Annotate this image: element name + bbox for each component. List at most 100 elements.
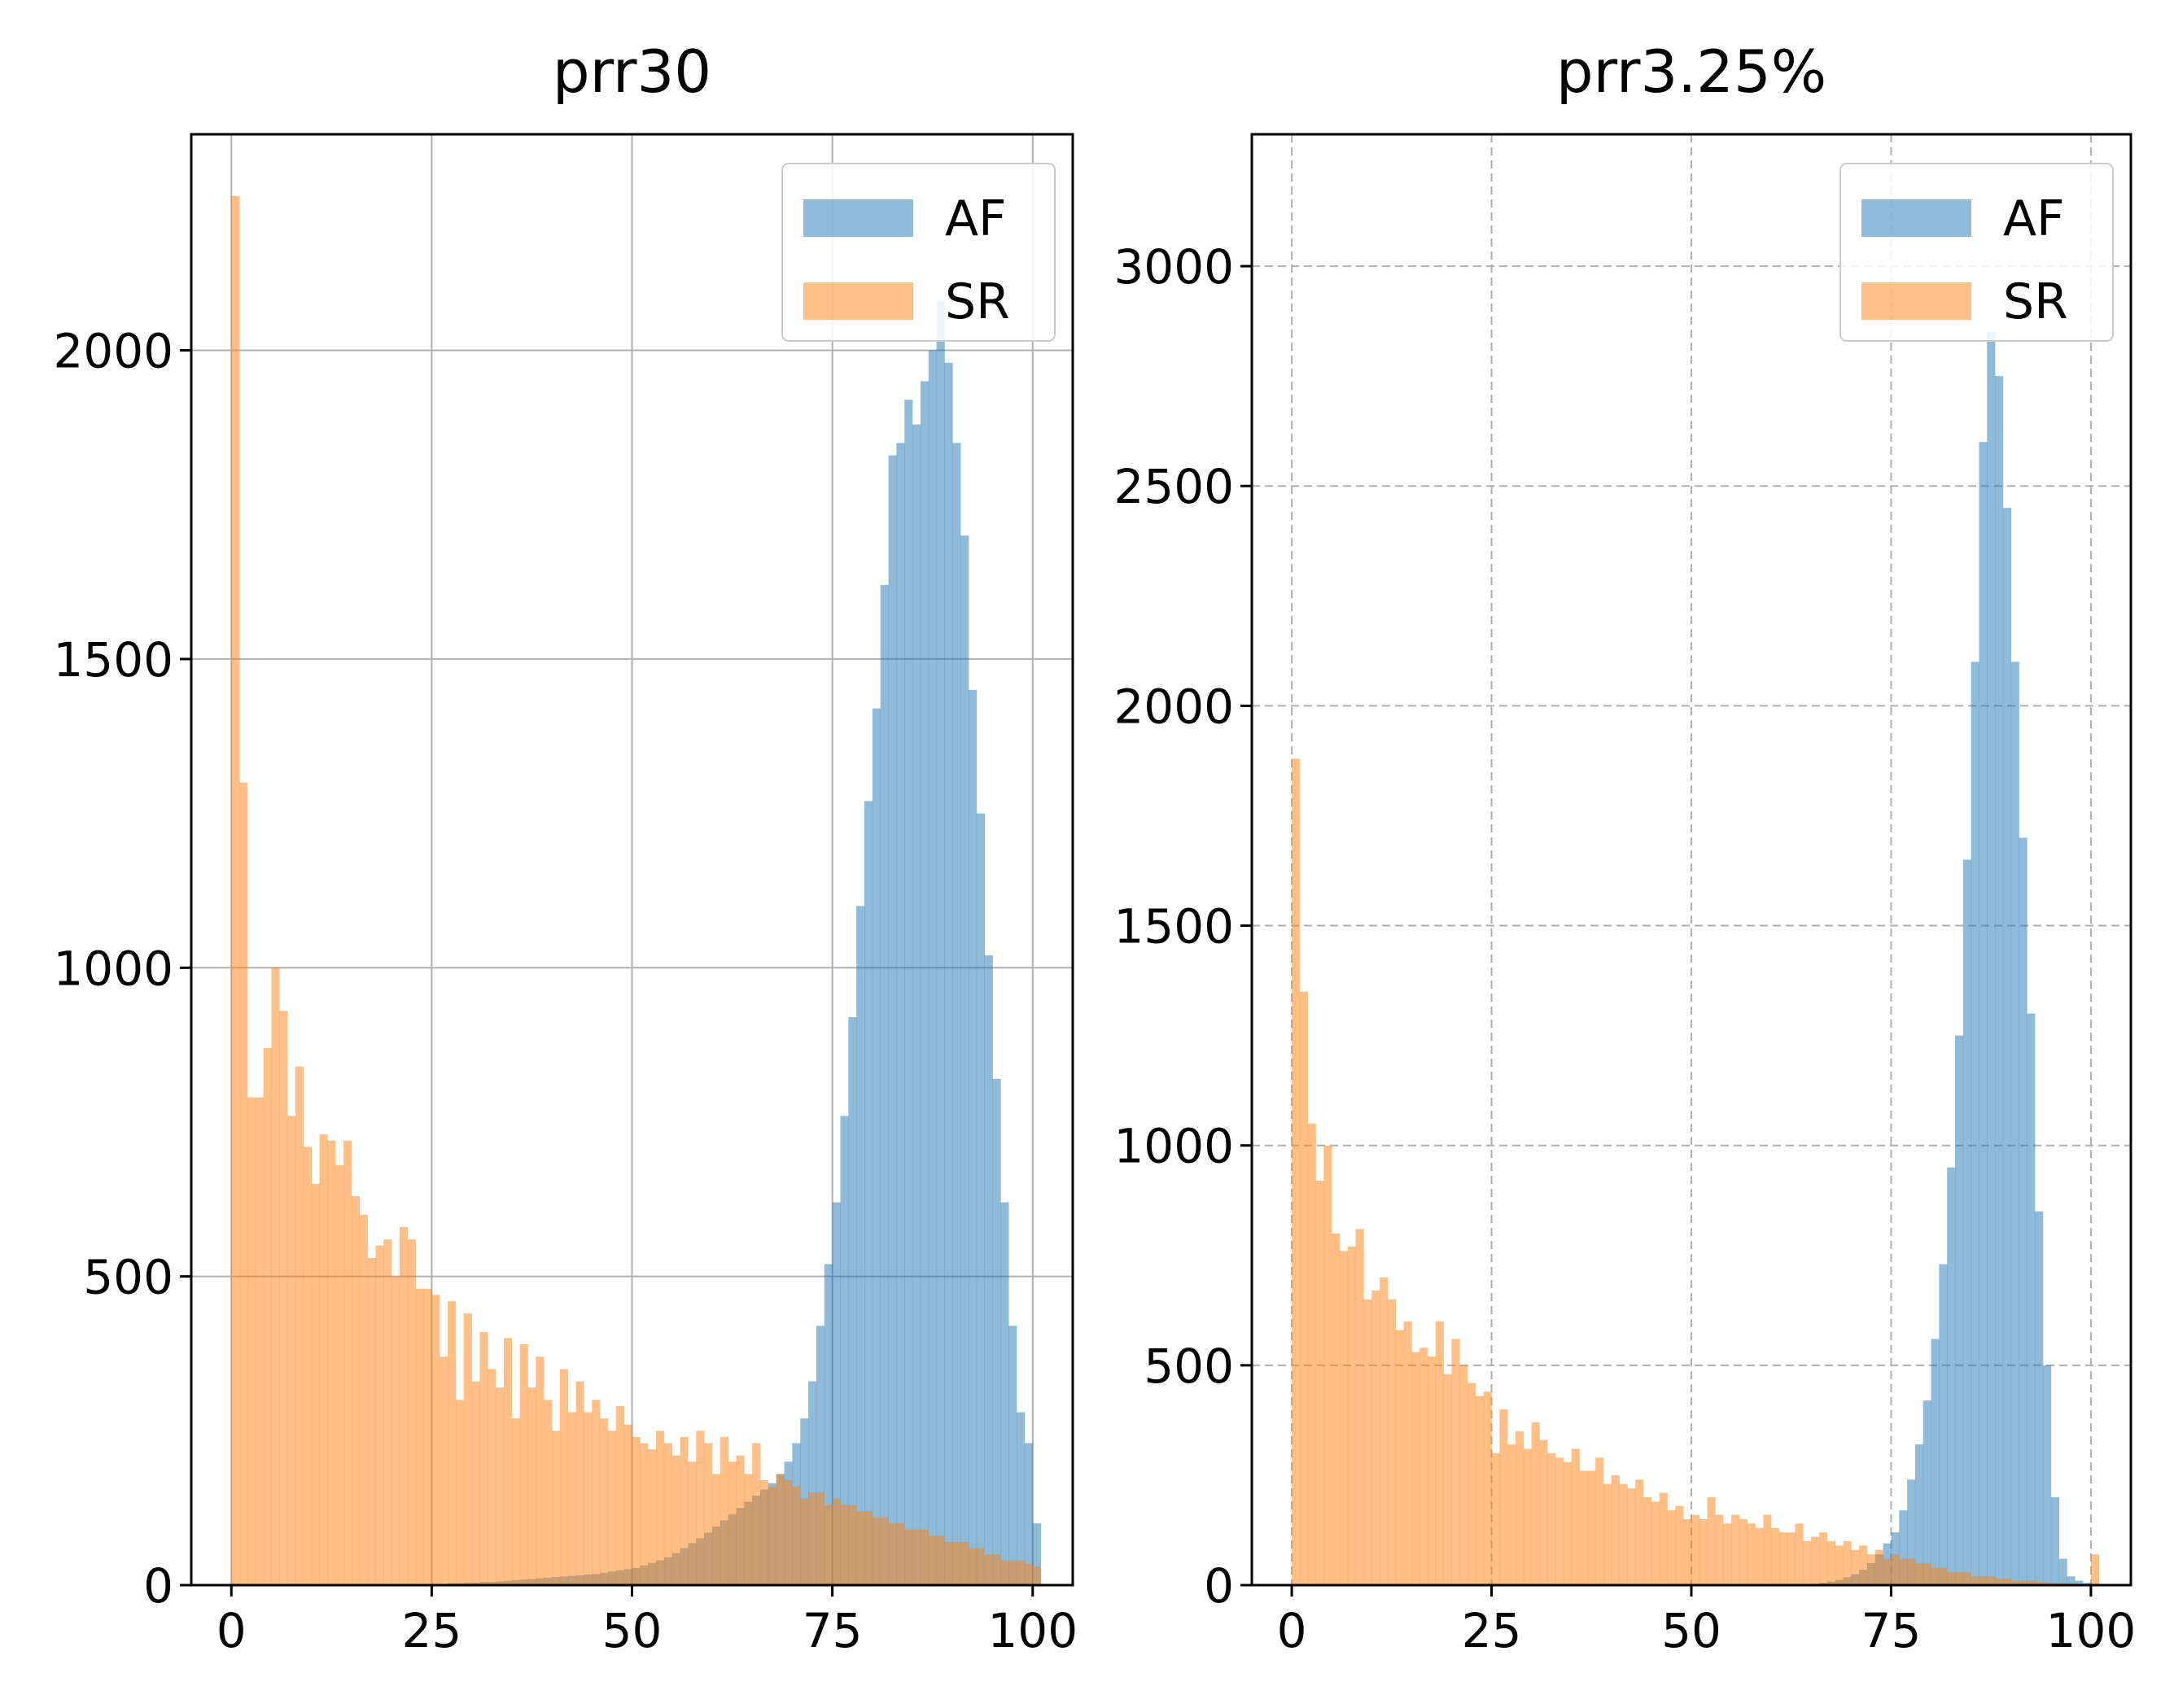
histogram-bar xyxy=(1008,1560,1017,1585)
histogram-bar xyxy=(1024,1443,1034,1585)
histogram-bar xyxy=(663,1443,673,1585)
histogram-bar xyxy=(864,1510,873,1585)
histogram-bar xyxy=(1907,1479,1916,1585)
y-tick-label: 0 xyxy=(143,1558,173,1614)
histogram-bar xyxy=(640,1443,649,1585)
x-tick-label: 50 xyxy=(602,1603,663,1658)
histogram-bar xyxy=(800,1498,809,1585)
legend-label: AF xyxy=(2003,190,2065,247)
y-tick-label: 1000 xyxy=(53,941,173,996)
histogram-bar xyxy=(1627,1488,1636,1585)
legend-label: SR xyxy=(2003,273,2068,330)
histogram-bar xyxy=(1859,1545,1868,1585)
histogram-bar xyxy=(896,1523,905,1585)
histogram-bar xyxy=(832,1498,841,1585)
histogram-bar xyxy=(1971,662,1979,1585)
histogram-bar xyxy=(1955,1571,1964,1585)
histogram-bar xyxy=(1539,1439,1548,1585)
histogram-bar xyxy=(2058,1558,2067,1585)
histogram-bar xyxy=(1891,1554,1900,1585)
histogram-bar xyxy=(1819,1532,1828,1585)
histogram-bar xyxy=(1323,1145,1332,1585)
histogram-bar xyxy=(1971,1576,1979,1585)
histogram-bar xyxy=(319,1134,328,1585)
histogram-bar xyxy=(2090,1554,2100,1585)
x-tick-label: 0 xyxy=(217,1603,247,1658)
legend-swatch xyxy=(803,199,913,237)
y-tick-label: 1000 xyxy=(1113,1119,1234,1174)
legend-swatch xyxy=(1861,282,1971,320)
histogram-bar xyxy=(231,195,240,1586)
x-tick-label: 100 xyxy=(2046,1603,2137,1658)
histogram-bar xyxy=(1292,758,1301,1585)
histogram-bar xyxy=(1363,1299,1372,1585)
histogram-bar xyxy=(1024,1563,1034,1585)
histogram-bar xyxy=(969,1548,978,1585)
histogram-bar xyxy=(1443,1374,1452,1585)
histogram-bar xyxy=(1555,1457,1564,1585)
histogram-bar xyxy=(536,1356,545,1585)
histogram-bar xyxy=(744,1474,753,1585)
histogram-bar xyxy=(1835,1545,1844,1585)
histogram-bar xyxy=(1507,1444,1516,1585)
histogram-bar xyxy=(1355,1229,1364,1585)
histogram-bar xyxy=(623,1424,632,1585)
histogram-bar xyxy=(1995,376,2004,1586)
histogram-bar xyxy=(351,1196,361,1585)
histogram-bar xyxy=(407,1239,416,1585)
histogram-bar xyxy=(824,1505,833,1585)
histogram-bar xyxy=(1332,1233,1341,1585)
histogram-bar xyxy=(984,955,993,1585)
histogram-bar xyxy=(1803,1540,1812,1585)
histogram-bar xyxy=(1299,991,1309,1585)
histogram-bar xyxy=(711,1474,721,1585)
histogram-bar xyxy=(559,1369,569,1585)
histogram-bar xyxy=(399,1226,409,1585)
histogram-bar xyxy=(1787,1532,1796,1585)
x-tick-label: 50 xyxy=(1661,1603,1721,1658)
histogram-bar xyxy=(920,381,930,1585)
histogram-bar xyxy=(1795,1523,1804,1585)
x-tick-label: 25 xyxy=(401,1603,461,1658)
histogram-bar xyxy=(1995,1578,2004,1585)
histogram-bar xyxy=(969,689,978,1585)
histogram-bars xyxy=(1292,332,2100,1586)
histogram-bar xyxy=(736,1455,745,1585)
histogram-bar xyxy=(335,1165,344,1585)
histogram-bar xyxy=(575,1381,584,1585)
histogram-bar xyxy=(1715,1514,1724,1585)
histogram-bar xyxy=(1032,1566,1041,1585)
histogram-bar xyxy=(784,1480,793,1585)
x-tick-label: 25 xyxy=(1462,1603,1522,1658)
histogram-bar xyxy=(1017,1560,1026,1585)
histogram-bar xyxy=(367,1257,376,1585)
histogram-bar xyxy=(1347,1246,1356,1585)
histogram-bar xyxy=(952,1541,961,1585)
histogram-bar xyxy=(944,362,953,1585)
histogram-bar xyxy=(1587,1470,1596,1585)
histogram-bar xyxy=(760,1480,769,1585)
histogram-bar xyxy=(856,906,865,1585)
histogram-bar xyxy=(1947,1571,1956,1585)
histogram-bar xyxy=(1811,1536,1820,1585)
histogram-bar xyxy=(255,1097,264,1585)
histogram-bar xyxy=(1380,1277,1389,1585)
histogram-bar xyxy=(2027,1013,2036,1585)
histogram-bar xyxy=(527,1387,536,1585)
histogram-bar xyxy=(1307,1123,1316,1585)
histogram-bar xyxy=(239,782,248,1585)
histogram-bar xyxy=(1395,1330,1404,1585)
histogram-bar xyxy=(1683,1518,1692,1585)
histogram-bar xyxy=(1008,1326,1017,1585)
histogram-bar xyxy=(856,1510,865,1585)
histogram-bar xyxy=(1499,1409,1508,1585)
histogram-bar xyxy=(1531,1422,1540,1585)
x-tick-label: 0 xyxy=(1277,1603,1307,1658)
histogram-bar xyxy=(928,1535,937,1585)
histogram-bar xyxy=(704,1443,713,1585)
histogram-bar xyxy=(2002,508,2012,1585)
histogram-bar xyxy=(615,1405,624,1585)
histogram-bar xyxy=(423,1288,432,1585)
histogram-bar xyxy=(864,801,873,1585)
histogram-bar xyxy=(1579,1470,1588,1585)
